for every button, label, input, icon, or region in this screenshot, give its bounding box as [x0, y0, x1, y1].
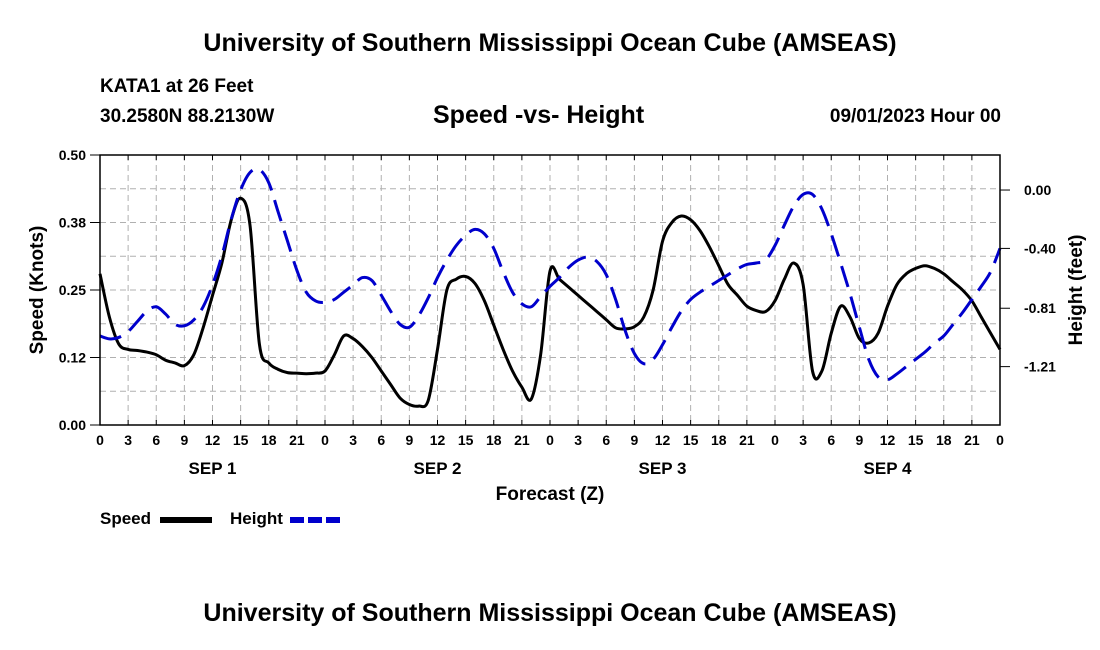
y2-tick-label: -0.81	[1024, 300, 1056, 316]
x-tick-label: 6	[827, 432, 835, 448]
forecast-datetime: 09/01/2023 Hour 00	[829, 106, 1001, 127]
x-tick-label: 18	[711, 432, 727, 448]
x-tick-label: 9	[180, 432, 188, 448]
x-tick-label: 21	[514, 432, 530, 448]
legend-height-label: Height	[230, 509, 283, 528]
series-layer	[98, 167, 1002, 409]
axes: 0 3 6 9 12 15 18 21 0 3 6 9 12 15 18 21 0 3 6 9 12 15 18 21 0 3 6 9…	[59, 147, 1056, 478]
x-tick-label: 3	[124, 432, 132, 448]
x-tick-label: 3	[574, 432, 582, 448]
y-tick-label: 0.12	[59, 350, 86, 366]
y2-tick-label: 0.00	[1024, 182, 1051, 198]
x-tick-label: 15	[683, 432, 699, 448]
x-tick-label: 0	[321, 432, 329, 448]
x-tick-label: 9	[405, 432, 413, 448]
x-tick-label: 18	[486, 432, 502, 448]
x-tick-label: 15	[908, 432, 924, 448]
y-tick-label: 0.25	[59, 282, 86, 298]
x-tick-label: 9	[630, 432, 638, 448]
x-tick-label: 15	[458, 432, 474, 448]
day-label: SEP 1	[189, 459, 237, 478]
coordinates-label: 30.2580N 88.2130W	[100, 106, 275, 127]
x-tick-label: 9	[855, 432, 863, 448]
day-label: SEP 4	[864, 459, 912, 478]
y2-axis-label: Height (feet)	[1066, 235, 1087, 346]
x-tick-label: 0	[96, 432, 104, 448]
y2-tick-label: -1.21	[1024, 359, 1056, 375]
page-title-bottom: University of Southern Mississippi Ocean…	[203, 599, 897, 627]
x-tick-label: 6	[377, 432, 385, 448]
x-tick-label: 0	[771, 432, 779, 448]
y2-tick-label: -0.40	[1024, 240, 1056, 256]
x-tick-label: 0	[996, 432, 1004, 448]
legend-speed-swatch	[160, 517, 212, 523]
x-tick-label: 15	[233, 432, 249, 448]
x-tick-label: 18	[936, 432, 952, 448]
y-tick-label: 0.50	[59, 147, 86, 163]
x-tick-label: 18	[261, 432, 277, 448]
x-tick-label: 3	[799, 432, 807, 448]
chart-title: Speed -vs- Height	[433, 101, 645, 129]
x-tick-label: 12	[880, 432, 896, 448]
station-label: KATA1 at 26 Feet	[100, 76, 254, 97]
legend-height-swatch	[290, 517, 342, 523]
x-tick-label: 12	[430, 432, 446, 448]
x-tick-label: 21	[964, 432, 980, 448]
y-tick-label: 0.00	[59, 417, 86, 433]
x-tick-label: 0	[546, 432, 554, 448]
x-tick-label: 12	[655, 432, 671, 448]
series-line-height	[99, 167, 1002, 382]
x-tick-label: 6	[602, 432, 610, 448]
y-tick-label: 0.38	[59, 215, 86, 231]
x-tick-label: 21	[289, 432, 305, 448]
day-label: SEP 2	[414, 459, 462, 478]
speed-height-chart: 0 3 6 9 12 15 18 21 0 3 6 9 12 15 18 21 0 3 6 9 12 15 18 21 0 3 6 9…	[27, 147, 1087, 505]
day-label: SEP 3	[639, 459, 687, 478]
series-line-speed	[98, 196, 1002, 409]
x-tick-label: 3	[349, 432, 357, 448]
page-title-top: University of Southern Mississippi Ocean…	[203, 29, 897, 57]
x-tick-label: 21	[739, 432, 755, 448]
y-axis-label: Speed (Knots)	[27, 226, 48, 355]
grid-lines	[100, 155, 1000, 425]
x-tick-label: 6	[152, 432, 160, 448]
x-tick-label: 12	[205, 432, 221, 448]
legend-speed-label: Speed	[100, 509, 152, 528]
x-axis-label: Forecast (Z)	[496, 484, 605, 505]
